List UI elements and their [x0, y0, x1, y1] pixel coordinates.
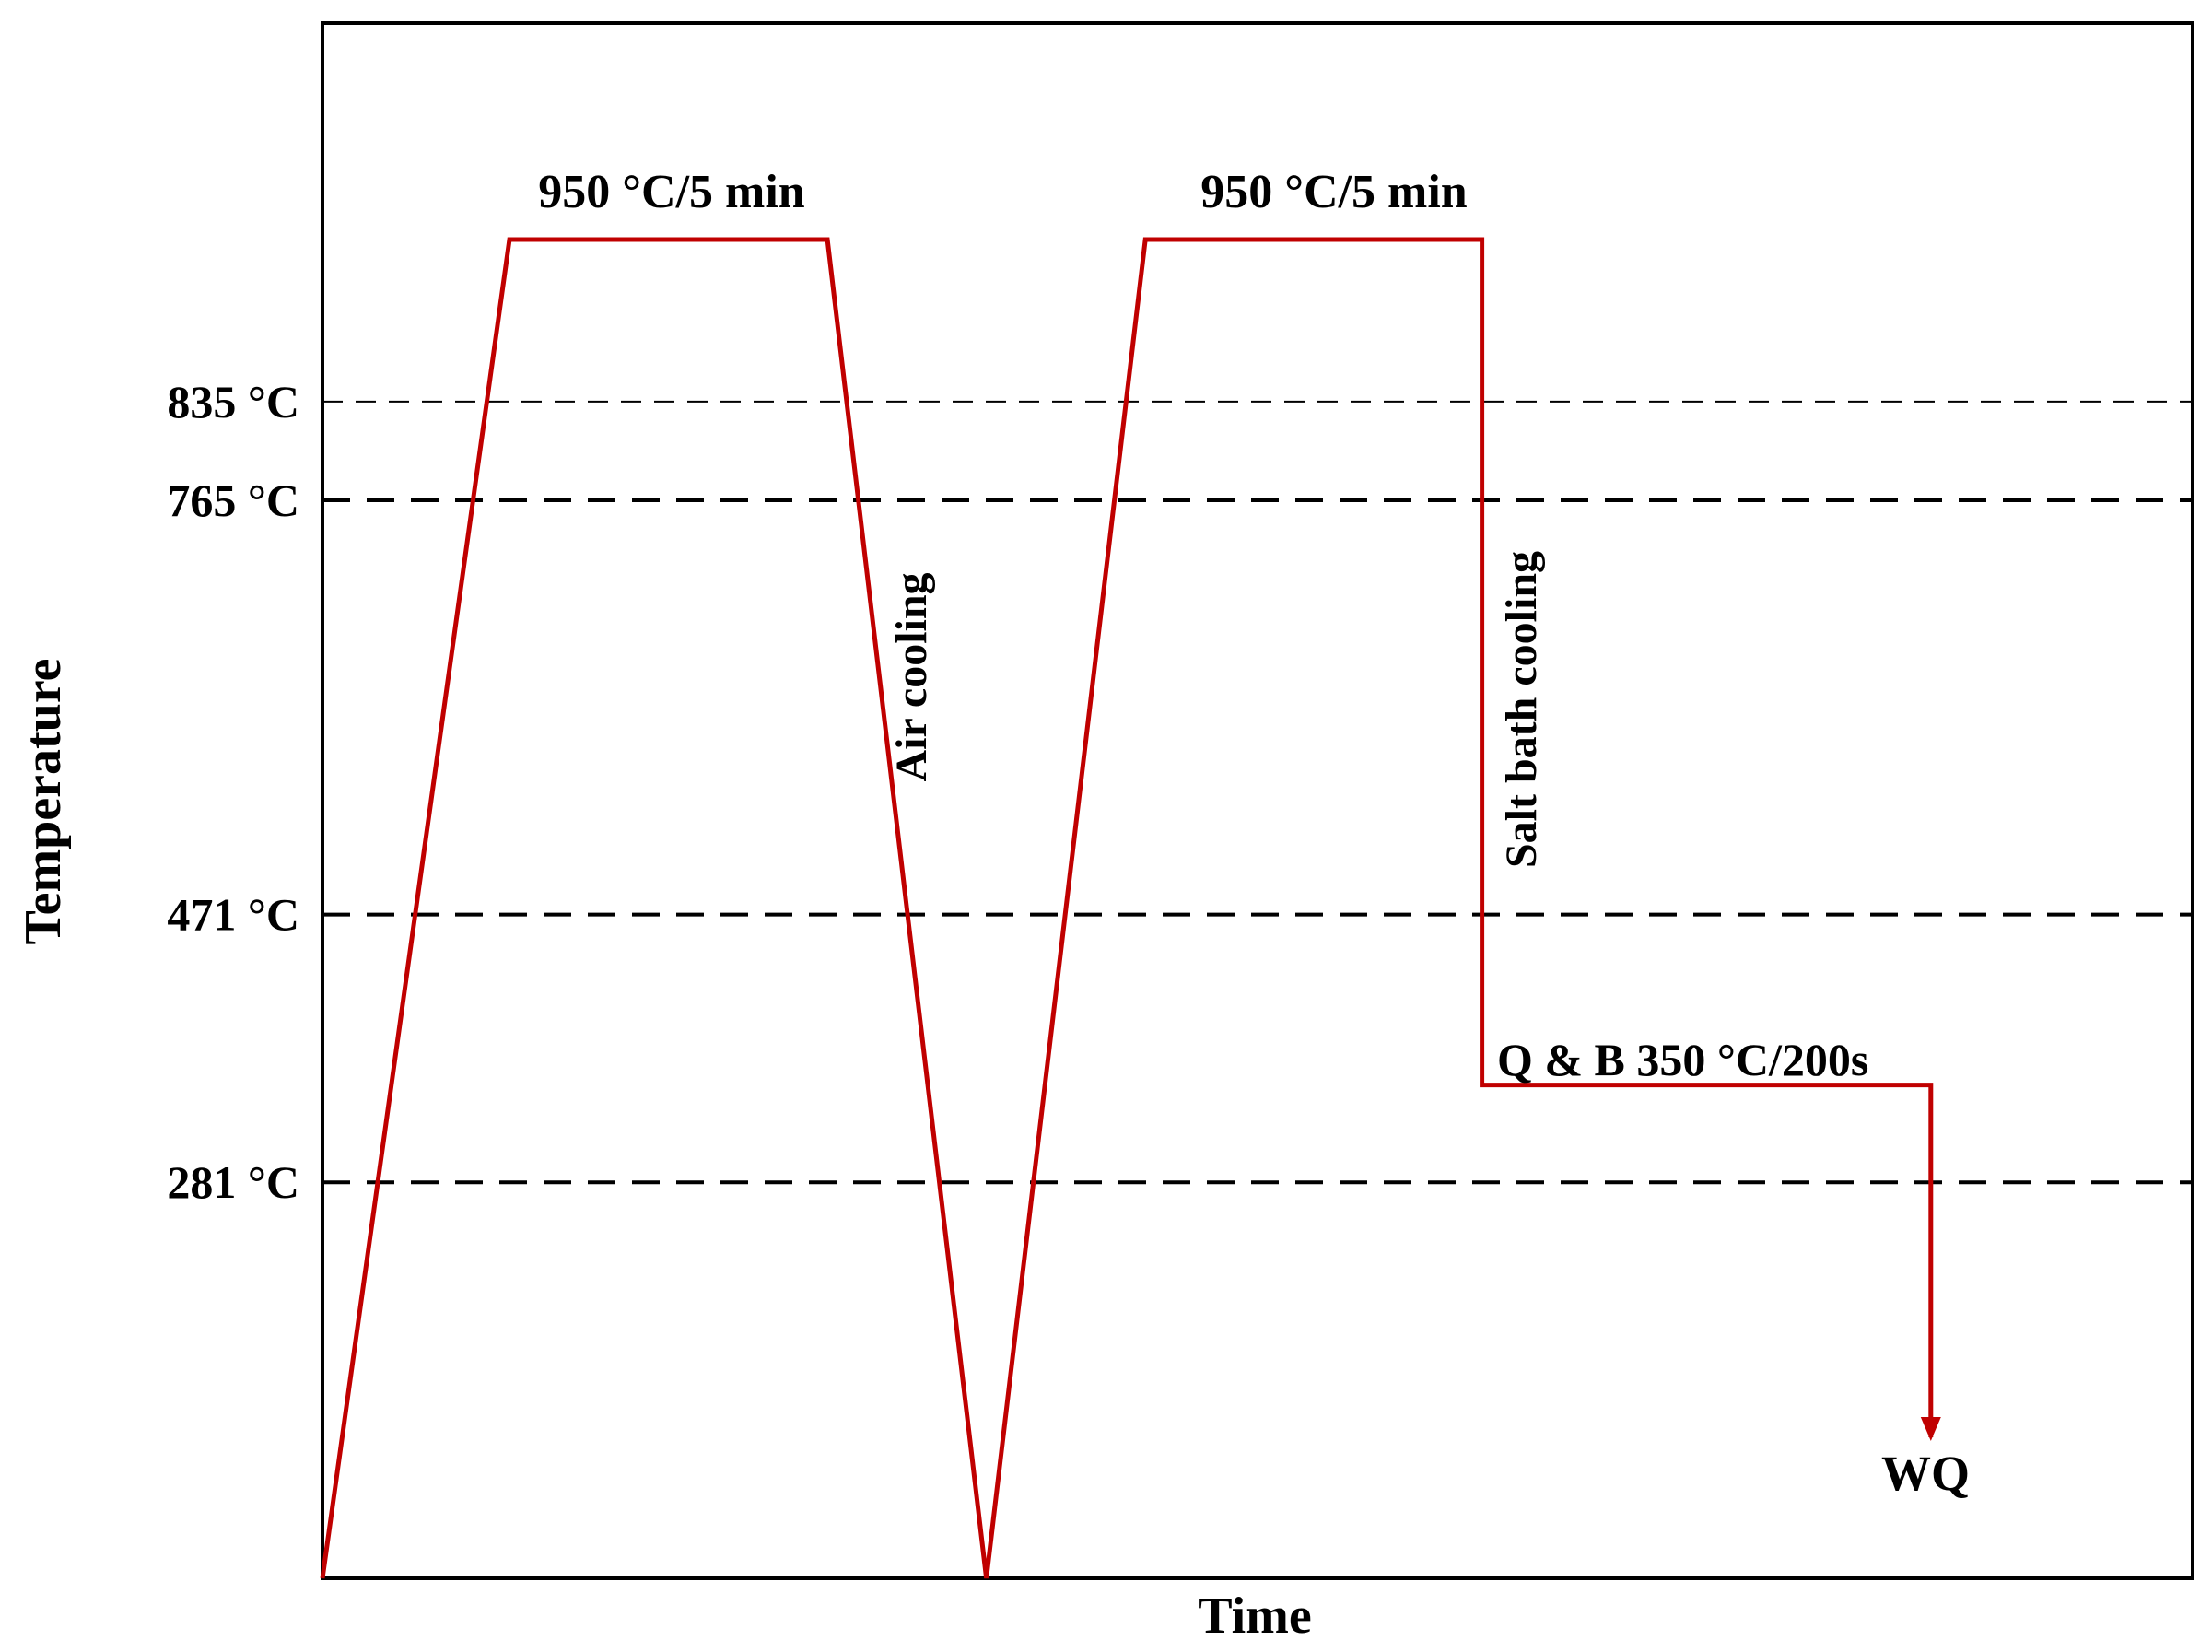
air-cooling-annotation: Air cooling: [887, 572, 936, 781]
hold1-annotation: 950 °C/5 min: [538, 166, 805, 218]
reference-label-765: 765 °C: [167, 475, 299, 526]
temperature-profile-line: [320, 237, 1934, 1579]
salt-bath-annotation: Salt bath cooling: [1497, 551, 1546, 868]
wq-arrowhead: [1920, 1417, 1941, 1442]
qb-annotation: Q & B 350 °C/200s: [1497, 1034, 1868, 1085]
y-axis-label: Temperature: [15, 658, 72, 944]
hold2-annotation: 950 °C/5 min: [1200, 166, 1468, 218]
reference-label-835: 835 °C: [167, 376, 299, 428]
wq-annotation: WQ: [1881, 1446, 1970, 1501]
plot-frame: [321, 21, 2194, 1580]
x-axis-label: Time: [1198, 1588, 1311, 1645]
reference-label-471: 471 °C: [167, 889, 299, 941]
reference-label-281: 281 °C: [167, 1156, 299, 1208]
